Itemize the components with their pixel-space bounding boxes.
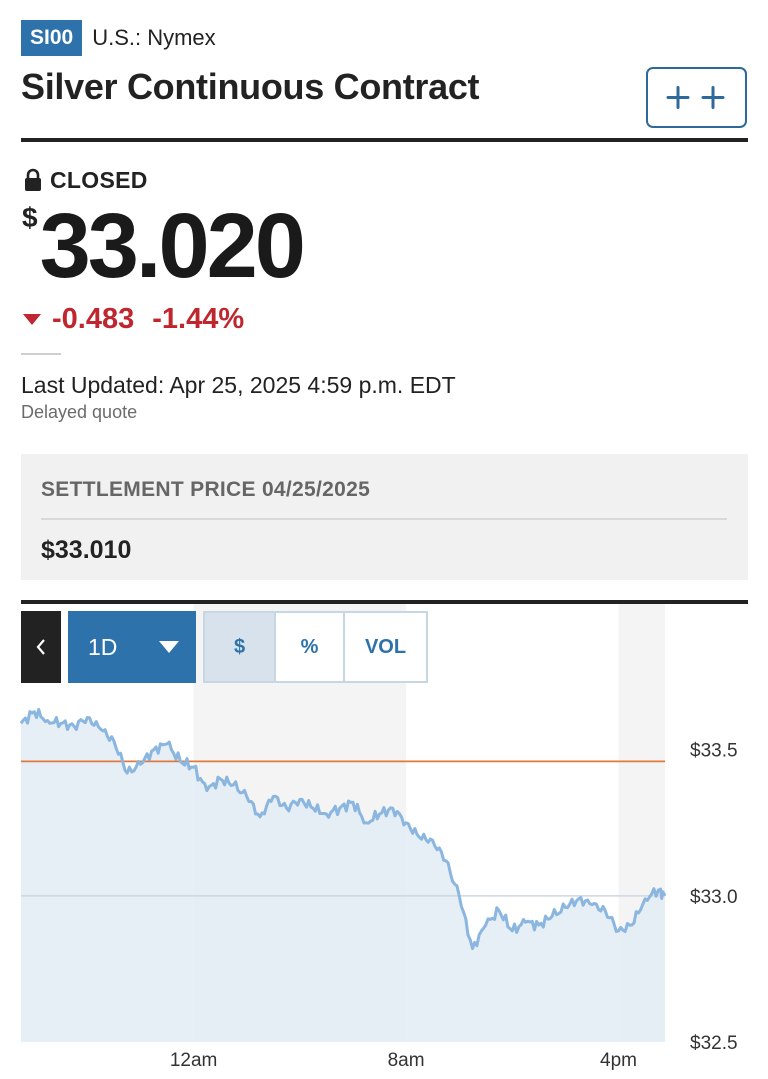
mode-percent-button[interactable]: % <box>274 613 343 681</box>
ticker-row: SI00 U.S.: Nymex <box>21 20 216 56</box>
caret-down-icon <box>159 641 180 653</box>
x-tick-label: 4pm <box>600 1050 637 1071</box>
plus-plus-icon <box>666 86 725 109</box>
mode-price-button[interactable]: $ <box>205 613 274 681</box>
mode-volume-button[interactable]: VOL <box>343 613 426 681</box>
status-label: CLOSED <box>50 166 148 193</box>
market-status: CLOSED <box>24 166 148 194</box>
chevron-left-icon <box>36 639 45 655</box>
change-percent: -1.44% <box>152 302 245 335</box>
instrument-title: Silver Continuous Contract <box>21 66 480 107</box>
lock-icon <box>25 168 41 191</box>
y-tick-label: $32.5 <box>690 1033 738 1054</box>
settlement-value: $33.010 <box>41 536 132 564</box>
x-tick-label: 8am <box>388 1050 425 1071</box>
header-divider <box>21 138 748 142</box>
settlement-panel: SETTLEMENT PRICE 04/25/2025 $33.010 <box>21 454 748 580</box>
chart-divider <box>21 600 748 604</box>
time-range-label: 1D <box>88 633 118 660</box>
price-change: -0.483 -1.44% <box>22 302 244 336</box>
chart-toolbar: 1D $ % VOL <box>21 611 428 683</box>
chart-back-button[interactable] <box>21 611 61 683</box>
y-tick-label: $33.0 <box>690 887 738 908</box>
ticker-badge[interactable]: SI00 <box>21 20 83 56</box>
price-area <box>21 709 665 1042</box>
down-triangle-icon <box>23 314 41 325</box>
add-to-watchlist-button[interactable] <box>646 67 747 128</box>
currency-symbol: $ <box>22 202 38 233</box>
delayed-note: Delayed quote <box>21 402 138 422</box>
last-price: $ 33.020 <box>22 195 306 297</box>
settlement-divider <box>41 518 727 520</box>
change-value: -0.483 <box>52 302 135 335</box>
last-updated: Last Updated: Apr 25, 2025 4:59 p.m. EDT <box>21 372 456 398</box>
time-range-dropdown[interactable]: 1D <box>68 611 196 683</box>
price-line <box>19 707 667 950</box>
chart-mode-toggle: $ % VOL <box>203 611 428 683</box>
price-value: 33.020 <box>39 195 306 297</box>
exchange-label: U.S.: Nymex <box>92 25 216 50</box>
x-tick-label: 12am <box>170 1050 218 1071</box>
settlement-label: SETTLEMENT PRICE 04/25/2025 <box>41 478 371 501</box>
y-tick-label: $33.5 <box>690 741 738 762</box>
quote-divider <box>21 353 61 355</box>
